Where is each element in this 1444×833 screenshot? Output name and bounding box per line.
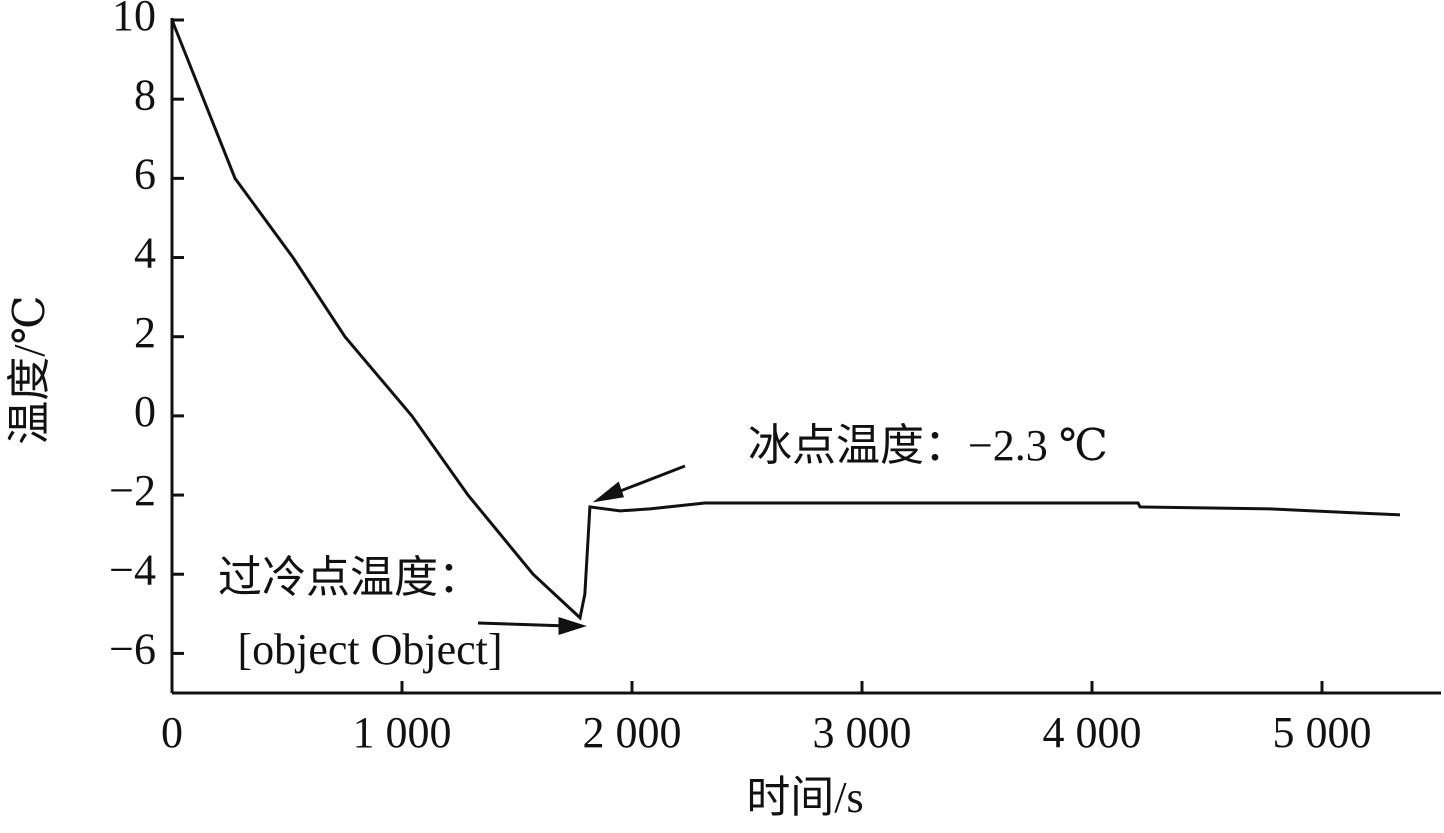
- x-tick-label: 0: [161, 708, 183, 757]
- y-tick-label: 8: [134, 70, 156, 119]
- x-tick-label: 4 000: [1043, 708, 1142, 757]
- arrow: [477, 621, 569, 628]
- arrow-head: [558, 616, 587, 636]
- x-tick-label: 2 000: [583, 708, 682, 757]
- y-tick-label: 2: [134, 308, 156, 357]
- y-tick-label: 4: [134, 229, 156, 278]
- y-tick-label: 0: [134, 387, 156, 436]
- y-axis-label: 温度/℃: [5, 295, 54, 444]
- y-tick-label: −4: [109, 545, 156, 594]
- x-tick-label: 3 000: [813, 708, 912, 757]
- annotation: 过冷点温度：: [218, 553, 482, 602]
- arrows: [477, 464, 686, 636]
- y-tick-label: 6: [134, 149, 156, 198]
- x-axis-label: 时间/s: [746, 773, 863, 822]
- arrow-head: [592, 481, 624, 503]
- x-tick-label: 1 000: [353, 708, 452, 757]
- y-tick-label: −6: [109, 625, 156, 674]
- annotation: [object Object]: [237, 625, 502, 674]
- y-tick-label: 10: [112, 0, 156, 40]
- arrow: [609, 464, 686, 497]
- x-tick-label: 5 000: [1273, 708, 1372, 757]
- data-line: [170, 19, 1401, 621]
- annotation: 冰点温度：−2.3 ℃: [748, 421, 1108, 470]
- y-tick-label: −2: [109, 466, 156, 515]
